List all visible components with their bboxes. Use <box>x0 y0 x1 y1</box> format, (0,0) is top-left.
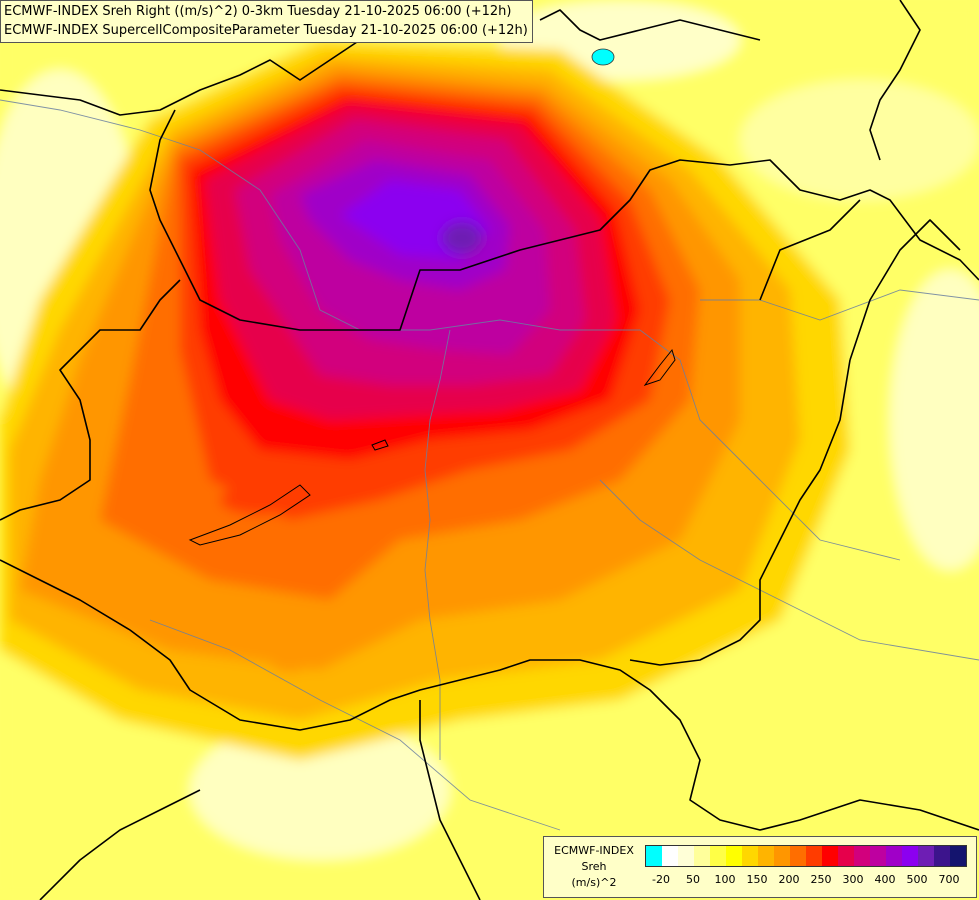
legend-tick-label: 200 <box>778 873 800 886</box>
legend-tick-label: 150 <box>746 873 768 886</box>
legend-swatch <box>646 846 662 866</box>
legend-tick-label: -20 <box>652 873 670 886</box>
legend-swatch <box>758 846 774 866</box>
legend-swatch <box>934 846 950 866</box>
legend-swatch <box>822 846 838 866</box>
legend-swatch <box>774 846 790 866</box>
cyan-spot <box>591 48 615 66</box>
legend-swatch <box>838 846 854 866</box>
legend-swatch <box>790 846 806 866</box>
legend-tick-label: 500 <box>906 873 928 886</box>
legend-swatch <box>678 846 694 866</box>
legend-caption-model: ECMWF-INDEX <box>554 844 634 857</box>
legend-swatch <box>886 846 902 866</box>
legend-tick-label: 400 <box>874 873 896 886</box>
legend-swatch <box>662 846 678 866</box>
legend-tick-label: 700 <box>938 873 960 886</box>
legend-color-bar <box>645 845 967 867</box>
legend-tick-label: 250 <box>810 873 832 886</box>
legend-swatch <box>918 846 934 866</box>
legend-swatch <box>854 846 870 866</box>
legend-tick-labels: -20 50 100 150 200 250 300 400 500 700 <box>645 873 965 887</box>
legend-swatch <box>726 846 742 866</box>
legend-tick-label: 100 <box>714 873 736 886</box>
legend-caption: ECMWF-INDEX Sreh (m/s)^2 <box>548 843 640 891</box>
legend-swatch <box>950 846 966 866</box>
color-legend: ECMWF-INDEX Sreh (m/s)^2 -20 50 100 150 200 2… <box>543 836 977 898</box>
legend-swatch <box>742 846 758 866</box>
title-line-scp: ECMWF-INDEX SupercellCompositeParameter … <box>4 23 528 38</box>
legend-tick-label: 50 <box>686 873 700 886</box>
legend-swatch <box>870 846 886 866</box>
lakes <box>188 348 676 546</box>
legend-swatch <box>806 846 822 866</box>
title-line-sreh: ECMWF-INDEX Sreh Right ((m/s)^2) 0-3km T… <box>4 4 512 19</box>
map-title-box: ECMWF-INDEX Sreh Right ((m/s)^2) 0-3km T… <box>0 0 533 43</box>
legend-caption-param: Sreh <box>581 860 607 873</box>
legend-swatch <box>902 846 918 866</box>
legend-swatch <box>710 846 726 866</box>
legend-caption-unit: (m/s)^2 <box>571 876 617 889</box>
legend-tick-label: 300 <box>842 873 864 886</box>
legend-swatch <box>694 846 710 866</box>
